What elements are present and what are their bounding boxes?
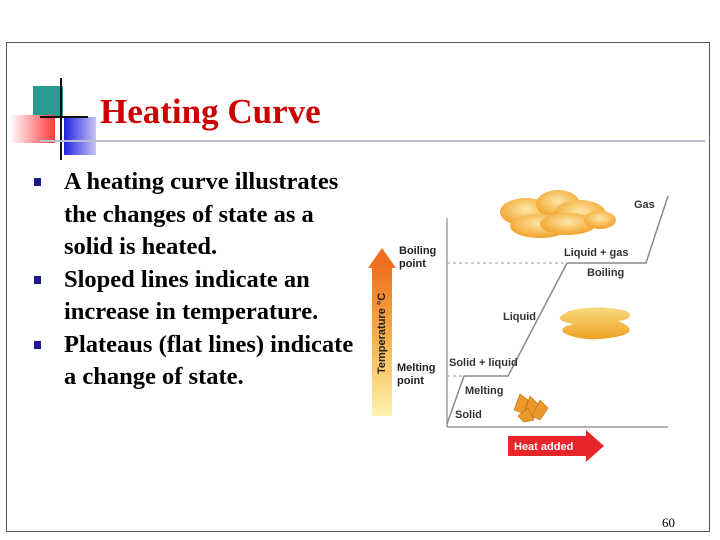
melting-point-label: Melting point bbox=[397, 362, 439, 387]
title-divider bbox=[40, 140, 705, 142]
bullet-text: Sloped lines indicate an increase in tem… bbox=[64, 265, 319, 326]
region-label-liquid: Liquid bbox=[503, 311, 536, 323]
bullet-square-icon bbox=[34, 275, 41, 284]
boiling-point-label: Boiling point bbox=[399, 245, 439, 270]
y-axis-label: Temperature °C bbox=[376, 293, 388, 374]
bullet-list: A heating curve illustrates the changes … bbox=[34, 166, 354, 394]
temperature-arrow bbox=[368, 248, 396, 416]
melting-point-label-line: Melting bbox=[397, 362, 436, 374]
bullet-item: A heating curve illustrates the changes … bbox=[34, 166, 354, 264]
decor-teal-square bbox=[33, 86, 63, 116]
heating-curve-figure: Temperature °C Boiling point Melting poi… bbox=[368, 190, 669, 462]
decor-vertical-line bbox=[60, 78, 62, 160]
bullet-item: Plateaus (flat lines) indicate a change … bbox=[34, 329, 354, 394]
decor-blue-square bbox=[64, 117, 96, 155]
bullet-text: A heating curve illustrates the changes … bbox=[64, 168, 339, 260]
page-number: 60 bbox=[662, 515, 675, 530]
melting-point-label-line: point bbox=[397, 375, 424, 387]
bullet-text: Plateaus (flat lines) indicate a change … bbox=[64, 330, 354, 391]
region-label-melting: Melting bbox=[465, 385, 504, 397]
boiling-point-label-line: Boiling bbox=[399, 245, 436, 257]
region-label-solid-liquid: Solid + liquid bbox=[449, 357, 518, 369]
region-label-gas: Gas bbox=[634, 199, 655, 211]
region-label-solid: Solid bbox=[455, 409, 482, 421]
heat-added-arrow bbox=[508, 430, 604, 462]
decor-red-square bbox=[10, 115, 55, 143]
slide-title: Heating Curve bbox=[100, 92, 321, 131]
bullet-item: Sloped lines indicate an increase in tem… bbox=[34, 264, 354, 329]
region-label-boiling: Boiling bbox=[587, 267, 624, 279]
solid-crystal-illustration bbox=[513, 393, 549, 423]
bullet-square-icon bbox=[34, 178, 41, 186]
boiling-point-label-line: point bbox=[399, 258, 426, 270]
liquid-puddle-illustration bbox=[559, 307, 631, 340]
decor-horizontal-line bbox=[40, 116, 88, 118]
heat-added-label: Heat added bbox=[514, 441, 573, 453]
heating-curve-line bbox=[446, 195, 669, 425]
bullet-square-icon bbox=[34, 340, 41, 349]
region-label-liquid-gas: Liquid + gas bbox=[564, 247, 628, 259]
gas-cloud-illustration bbox=[500, 190, 616, 238]
